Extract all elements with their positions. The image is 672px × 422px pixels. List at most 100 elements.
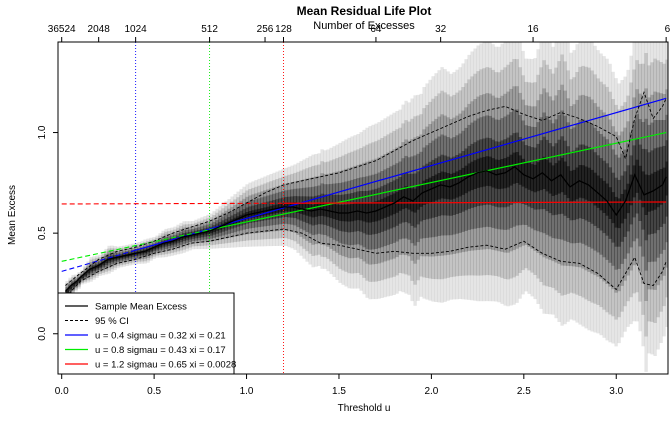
density-strip <box>77 279 81 282</box>
density-strip <box>551 165 555 196</box>
ci-upper-line <box>65 90 667 286</box>
fit-line-dashed-3 <box>61 202 284 205</box>
density-strip <box>560 157 564 193</box>
density-strip <box>539 159 543 191</box>
density-strip <box>221 223 225 229</box>
density-strip <box>599 178 603 211</box>
top-tick-label: 1024 <box>125 24 148 35</box>
top-tick-label: 512 <box>201 24 218 35</box>
density-strip <box>563 161 567 195</box>
density-strip <box>452 172 456 199</box>
density-strip <box>665 161 668 196</box>
x-axis-label: Threshold u <box>338 403 391 414</box>
density-strip <box>611 192 615 224</box>
y-tick-label: 0.5 <box>37 226 48 240</box>
top-tick-label: 16 <box>527 24 539 35</box>
legend-label: Sample Mean Excess <box>95 302 187 313</box>
density-strip <box>455 171 459 198</box>
density-strip <box>518 155 522 185</box>
density-strip <box>566 166 570 199</box>
density-strip <box>245 212 249 220</box>
density-strip <box>572 169 576 201</box>
density-strip <box>68 287 72 290</box>
density-strip <box>95 265 99 269</box>
density-strip <box>410 188 414 212</box>
density-strip <box>557 160 561 194</box>
density-strip <box>527 162 531 190</box>
top-tick-label: 256 <box>257 24 274 35</box>
density-strip <box>659 169 663 205</box>
density-strip <box>380 198 384 220</box>
density-strip <box>98 264 102 267</box>
density-strip <box>494 159 498 189</box>
top-tick-label: 128 <box>275 24 292 35</box>
density-strip <box>629 174 633 206</box>
density-strip <box>242 213 246 221</box>
density-strip <box>554 163 558 195</box>
density-strip <box>458 169 462 197</box>
density-strip <box>635 159 639 193</box>
top-tick-label: 2048 <box>88 24 111 35</box>
density-strip <box>602 180 606 213</box>
legend-label: u = 0.8 sigmau = 0.43 xi = 0.17 <box>95 345 226 356</box>
density-strip <box>149 248 153 251</box>
density-strip <box>524 161 528 189</box>
axes: 0.0 0.5 1.0 1.5 2.0 2.5 3.0 0.0 0.5 1.0 36524 2048 1… <box>37 24 671 397</box>
density-strip <box>632 165 636 198</box>
density-strip <box>431 176 435 202</box>
density-strip <box>584 166 588 200</box>
density-strip <box>83 273 87 276</box>
density-strip <box>89 268 93 271</box>
density-strip <box>605 183 609 216</box>
density-strip <box>422 180 426 205</box>
density-strip <box>545 159 549 192</box>
density-strip <box>626 183 630 214</box>
density-strip <box>623 189 627 219</box>
density-strip <box>86 270 90 274</box>
density-strip <box>101 262 105 265</box>
density-strip <box>92 266 96 270</box>
density-strip <box>398 190 402 211</box>
density-strip <box>533 164 537 193</box>
density-strip <box>158 244 162 247</box>
x-tick-label: 1.5 <box>332 386 346 397</box>
density-strip <box>401 187 405 210</box>
density-strip <box>146 249 150 252</box>
density-strip <box>389 194 393 216</box>
x-tick-label: 1.0 <box>240 386 254 397</box>
density-strip <box>419 183 423 207</box>
top-tick-label: 6 <box>665 24 671 35</box>
density-strip <box>209 229 213 234</box>
density-strip <box>521 158 525 187</box>
top-tick-label: 64 <box>370 24 382 35</box>
sample-mean-excess-line <box>64 165 667 292</box>
density-strip <box>152 246 156 250</box>
density-strip <box>581 165 585 199</box>
density-strip <box>644 174 648 215</box>
plot-frame <box>57 41 669 375</box>
density-strip <box>575 167 579 200</box>
density-strip <box>593 172 597 206</box>
density-strip <box>590 169 594 204</box>
density-strip <box>80 276 84 278</box>
y-tick-label: 1.0 <box>37 125 48 139</box>
density-strip <box>428 177 432 203</box>
density-strip <box>536 162 540 192</box>
x-tick-label: 0.5 <box>147 386 161 397</box>
density-strip <box>656 170 660 208</box>
density-strip <box>413 188 417 213</box>
legend-label: u = 1.2 sigmau = 0.65 xi = 0.0028 <box>95 360 236 371</box>
density-strip <box>596 175 600 208</box>
density-strip <box>662 167 666 203</box>
x-tick-label: 0.0 <box>55 386 69 397</box>
density-strip <box>542 156 546 189</box>
top-tick-label: 32 <box>435 24 447 35</box>
density-strip <box>515 152 519 183</box>
density-strip <box>614 196 618 228</box>
x-tick-label: 2.5 <box>517 386 531 397</box>
density-strip <box>512 152 516 184</box>
density-strip <box>653 171 657 210</box>
density-strip <box>104 260 108 263</box>
density-strip <box>641 171 645 208</box>
